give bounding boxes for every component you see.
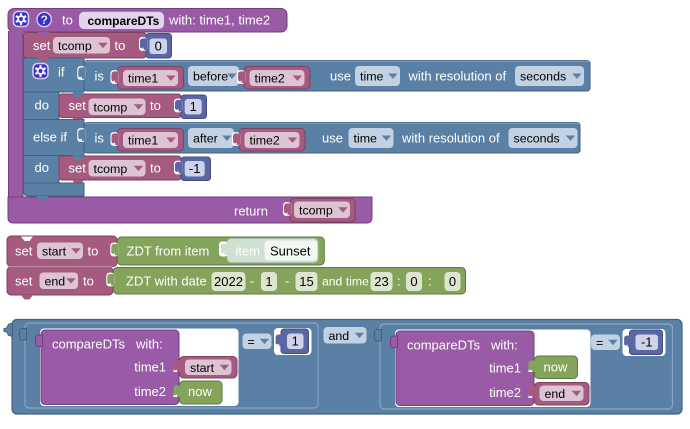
svg-text:to: to bbox=[62, 13, 73, 28]
svg-text:set: set bbox=[33, 38, 51, 53]
svg-text:compareDTs: compareDTs bbox=[52, 337, 125, 352]
svg-text:with: time1, time2: with: time1, time2 bbox=[168, 13, 270, 28]
svg-text:seconds: seconds bbox=[514, 132, 560, 146]
svg-text:end: end bbox=[45, 274, 66, 288]
svg-text:if: if bbox=[58, 65, 65, 80]
svg-text:to: to bbox=[88, 244, 99, 259]
svg-text:and: and bbox=[329, 329, 350, 343]
svg-text::: : bbox=[397, 274, 401, 289]
svg-text:after: after bbox=[193, 132, 218, 146]
svg-text:time2: time2 bbox=[134, 384, 166, 399]
svg-text:and time: and time bbox=[322, 275, 369, 289]
svg-text:to: to bbox=[150, 98, 161, 113]
svg-text:with:: with: bbox=[135, 337, 163, 352]
svg-text:else if: else if bbox=[33, 130, 67, 145]
svg-text:start: start bbox=[190, 361, 215, 375]
svg-text:tcomp: tcomp bbox=[299, 203, 333, 217]
svg-text:do: do bbox=[35, 98, 49, 113]
svg-text::: : bbox=[428, 274, 432, 289]
svg-text:item: item bbox=[236, 244, 261, 259]
svg-text:set: set bbox=[69, 98, 87, 113]
svg-text:Sunset: Sunset bbox=[270, 244, 311, 259]
svg-text:use: use bbox=[330, 69, 351, 84]
svg-text:1: 1 bbox=[190, 99, 197, 114]
svg-text:to: to bbox=[83, 274, 94, 289]
svg-text:-: - bbox=[285, 274, 289, 289]
svg-text:is: is bbox=[95, 131, 105, 146]
svg-text:23: 23 bbox=[374, 274, 388, 289]
svg-text:time1: time1 bbox=[489, 361, 521, 376]
svg-text:to: to bbox=[150, 161, 161, 176]
svg-text:now: now bbox=[188, 384, 212, 399]
svg-text:?: ? bbox=[41, 13, 48, 27]
svg-text:compareDTs: compareDTs bbox=[88, 14, 160, 28]
svg-text:with:: with: bbox=[490, 338, 518, 353]
svg-text:=: = bbox=[248, 335, 255, 349]
svg-text:ZDT with date: ZDT with date bbox=[126, 274, 207, 289]
svg-text:ZDT from item: ZDT from item bbox=[127, 244, 210, 259]
svg-text:1: 1 bbox=[265, 274, 272, 289]
svg-text:with resolution of: with resolution of bbox=[408, 69, 507, 84]
svg-text:tcomp: tcomp bbox=[58, 39, 92, 53]
svg-text:set: set bbox=[69, 161, 87, 176]
svg-text:time2: time2 bbox=[255, 72, 285, 86]
svg-text:seconds: seconds bbox=[520, 70, 566, 84]
svg-text:tcomp: tcomp bbox=[94, 162, 128, 176]
svg-text:use: use bbox=[322, 131, 343, 146]
svg-text:-1: -1 bbox=[189, 161, 201, 176]
svg-text:start: start bbox=[42, 244, 67, 258]
svg-text:return: return bbox=[234, 204, 268, 219]
svg-text:set: set bbox=[15, 244, 33, 259]
svg-text:-1: -1 bbox=[641, 335, 653, 350]
svg-text:tcomp: tcomp bbox=[94, 100, 128, 114]
svg-text:2022: 2022 bbox=[214, 274, 243, 289]
svg-text:with resolution of: with resolution of bbox=[401, 131, 500, 146]
svg-text:-: - bbox=[250, 274, 254, 289]
svg-text:time1: time1 bbox=[128, 72, 158, 86]
svg-text:do: do bbox=[35, 160, 49, 175]
svg-text:end: end bbox=[545, 387, 566, 401]
svg-text:time2: time2 bbox=[250, 134, 280, 148]
svg-text:time: time bbox=[360, 70, 384, 84]
svg-text:time1: time1 bbox=[134, 360, 166, 375]
svg-text:now: now bbox=[544, 360, 568, 375]
svg-text:=: = bbox=[596, 336, 603, 350]
svg-text:is: is bbox=[95, 69, 105, 84]
svg-text:time2: time2 bbox=[489, 385, 521, 400]
svg-text:set: set bbox=[15, 274, 33, 289]
svg-text:0: 0 bbox=[410, 274, 417, 289]
svg-text:time: time bbox=[354, 132, 378, 146]
svg-text:15: 15 bbox=[299, 274, 313, 289]
svg-text:1: 1 bbox=[292, 334, 299, 349]
svg-text:before: before bbox=[193, 70, 228, 84]
svg-text:0: 0 bbox=[449, 274, 456, 289]
svg-text:compareDTs: compareDTs bbox=[407, 338, 480, 353]
svg-text:0: 0 bbox=[155, 39, 162, 54]
svg-text:to: to bbox=[115, 38, 126, 53]
svg-text:time1: time1 bbox=[128, 134, 158, 148]
